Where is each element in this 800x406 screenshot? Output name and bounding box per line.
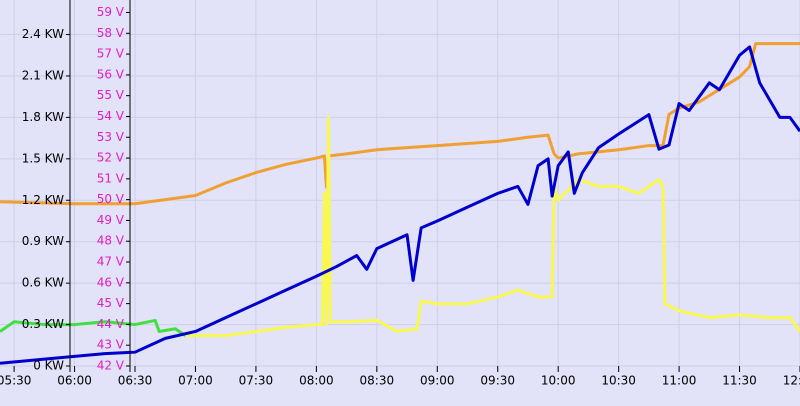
x-tick-label: 10:30	[601, 374, 636, 388]
x-tick-label: 06:30	[118, 374, 153, 388]
y2-tick-label: 46 V	[97, 275, 125, 289]
y2-tick-label: 50 V	[97, 192, 125, 206]
series-line	[0, 42, 800, 206]
x-tick-label: 11:00	[662, 374, 697, 388]
y2-tick-label: 52 V	[97, 151, 125, 165]
x-tick-label: 11:30	[722, 374, 757, 388]
x-tick-label: 06:00	[57, 374, 92, 388]
y-tick-label: 1.2 KW	[22, 193, 64, 207]
x-tick-label: 08:30	[360, 374, 395, 388]
y-tick-label: 2.1 KW	[22, 68, 64, 82]
y2-tick-label: 55 V	[97, 88, 125, 102]
y2-tick-label: 49 V	[97, 213, 125, 227]
y2-tick-label: 43 V	[97, 338, 125, 352]
y2-tick-label: 42 V	[97, 359, 125, 373]
y2-tick-label: 57 V	[97, 47, 125, 61]
y-tick-label: 0.3 KW	[22, 317, 64, 331]
series-line	[0, 318, 187, 337]
y-tick-label: 1.5 KW	[22, 151, 64, 165]
x-tick-label: 07:30	[239, 374, 274, 388]
x-tick-label: 10:00	[541, 374, 576, 388]
y-tick-label: 0.6 KW	[22, 276, 64, 290]
y2-tick-label: 45 V	[97, 296, 125, 310]
x-tick-label: 09:30	[480, 374, 515, 388]
y-tick-label: 0.9 KW	[22, 234, 64, 248]
y2-tick-label: 56 V	[97, 67, 125, 81]
y-tick-label: 2.4 KW	[22, 27, 64, 41]
y-tick-label: 1.8 KW	[22, 110, 64, 124]
y2-tick-label: 44 V	[97, 317, 125, 331]
x-tick-label: 09:00	[420, 374, 455, 388]
x-tick-label: 07:00	[178, 374, 213, 388]
y2-tick-label: 48 V	[97, 234, 125, 248]
x-tick-label: 08:00	[299, 374, 334, 388]
y2-tick-label: 58 V	[97, 26, 125, 40]
y2-tick-label: 53 V	[97, 130, 125, 144]
y2-tick-label: 47 V	[97, 255, 125, 269]
x-tick-label: 12:00	[783, 374, 800, 388]
series-line	[0, 45, 800, 365]
y2-tick-label: 51 V	[97, 171, 125, 185]
y-tick-label: 0 KW	[33, 359, 64, 373]
y2-tick-label: 59 V	[97, 5, 125, 19]
x-tick-label: 05:30	[0, 374, 31, 388]
series-line	[185, 115, 800, 338]
plot-area	[0, 0, 800, 372]
y2-tick-label: 54 V	[97, 109, 125, 123]
